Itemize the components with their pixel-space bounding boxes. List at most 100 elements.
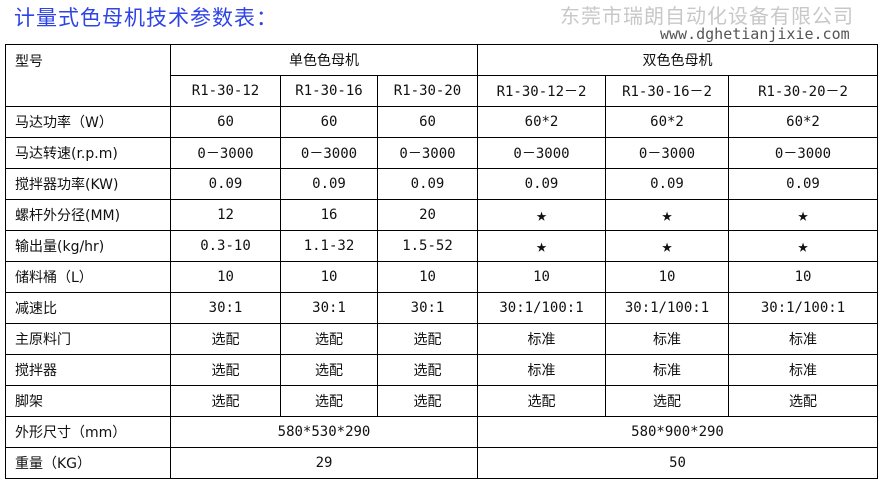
value-cell: 标准 [477,323,606,355]
value-cell: 10 [728,261,878,293]
value-cell: 30:1 [280,292,378,324]
value-cell: 0－3000 [377,137,478,169]
row-label: 外形尺寸（mm） [5,416,171,448]
value-cell: 0.09 [605,168,729,200]
value-cell: 0－3000 [477,137,606,169]
table-row: 马达功率（W） 60 60 60 60*2 60*2 60*2 [5,106,878,138]
value-cell: 10 [170,261,281,293]
model-cell: R1-30-20 [377,75,478,107]
group-single: 单色色母机 [170,44,478,76]
value-cell: 标准 [605,323,729,355]
value-cell: 0.09 [477,168,606,200]
value-cell: 30:1/100:1 [477,292,606,324]
value-cell: 选配 [170,323,281,355]
size-single: 580*530*290 [170,416,478,448]
row-label: 储料桶（L） [5,261,171,293]
weight-single: 29 [170,447,478,479]
model-cell: R1-30-12－2 [477,75,606,107]
value-cell: 选配 [280,323,378,355]
value-cell: 0－3000 [280,137,378,169]
value-cell: 30:1 [377,292,478,324]
row-label: 搅拌器 [5,354,171,386]
value-cell: 60 [170,106,281,138]
value-cell: 0.3-10 [170,230,281,262]
value-cell: 60 [377,106,478,138]
row-label: 螺杆外分径(MM) [5,199,171,231]
group-double: 双色色母机 [477,44,878,76]
value-cell: 60 [280,106,378,138]
value-cell: 10 [280,261,378,293]
table-row: 脚架 选配 选配 选配 选配 选配 选配 [5,385,878,417]
value-cell: 60*2 [605,106,729,138]
row-label: 脚架 [5,385,171,417]
model-cell: R1-30-12 [170,75,281,107]
weight-double: 50 [477,447,878,479]
spec-table: 型号 单色色母机 双色色母机 R1-30-12 R1-30-16 R1-30-20 R… [5,44,878,479]
row-label: 马达功率（W） [5,106,171,138]
value-cell: 选配 [170,385,281,417]
star-icon: ★ [605,230,729,262]
value-cell: 16 [280,199,378,231]
table-row: 主原料门 选配 选配 选配 标准 标准 标准 [5,323,878,355]
value-cell: 标准 [728,323,878,355]
value-cell: 0－3000 [605,137,729,169]
value-cell: 10 [477,261,606,293]
value-cell: 1.5-52 [377,230,478,262]
model-cell: R1-30-20－2 [728,75,878,107]
value-cell: 30:1/100:1 [605,292,729,324]
table-row: 输出量(kg/hr) 0.3-10 1.1-32 1.5-52 ★ ★ ★ [5,230,878,262]
value-cell: 0.09 [728,168,878,200]
value-cell: 30:1 [170,292,281,324]
size-double: 580*900*290 [477,416,878,448]
value-cell: 10 [605,261,729,293]
value-cell: 0.09 [280,168,378,200]
star-icon: ★ [477,230,606,262]
row-label: 马达转速(r.p.m) [5,137,171,169]
table-row: 螺杆外分径(MM) 12 16 20 ★ ★ ★ [5,199,878,231]
star-icon: ★ [605,199,729,231]
model-cell: R1-30-16－2 [605,75,729,107]
value-cell: 0－3000 [170,137,281,169]
value-cell: 选配 [605,385,729,417]
row-label: 重量（KG） [5,447,171,479]
watermark-company: 东莞市瑞朗自动化设备有限公司 [560,4,854,28]
value-cell: 1.1-32 [280,230,378,262]
star-icon: ★ [728,199,878,231]
watermark-url: www.dghetianjixie.com [660,25,850,43]
value-cell: 选配 [170,354,281,386]
value-cell: 选配 [477,385,606,417]
star-icon: ★ [477,199,606,231]
weight-row: 重量（KG） 29 50 [5,447,878,479]
table-row: 储料桶（L） 10 10 10 10 10 10 [5,261,878,293]
star-icon: ★ [728,230,878,262]
value-cell: 60*2 [728,106,878,138]
value-cell: 选配 [377,323,478,355]
value-cell: 选配 [280,354,378,386]
value-cell: 60*2 [477,106,606,138]
value-cell: 0－3000 [728,137,878,169]
row-label: 减速比 [5,292,171,324]
size-row: 外形尺寸（mm） 580*530*290 580*900*290 [5,416,878,448]
value-cell: 标准 [728,354,878,386]
value-cell: 选配 [377,354,478,386]
row-label: 输出量(kg/hr) [5,230,171,262]
table-row: 搅拌器功率(KW) 0.09 0.09 0.09 0.09 0.09 0.09 [5,168,878,200]
value-cell: 标准 [605,354,729,386]
table-row: 减速比 30:1 30:1 30:1 30:1/100:1 30:1/100:1 30:1/… [5,292,878,324]
value-cell: 选配 [728,385,878,417]
value-cell: 选配 [377,385,478,417]
value-cell: 10 [377,261,478,293]
row-label: 主原料门 [5,323,171,355]
header-row: 型号 单色色母机 双色色母机 [5,44,878,107]
value-cell: 0.09 [377,168,478,200]
row-label: 搅拌器功率(KW) [5,168,171,200]
table-row: 搅拌器 选配 选配 选配 标准 标准 标准 [5,354,878,386]
model-cell: R1-30-16 [280,75,378,107]
value-cell: 20 [377,199,478,231]
table-row: 马达转速(r.p.m) 0－3000 0－3000 0－3000 0－3000 0－300… [5,137,878,169]
model-row: R1-30-12 R1-30-16 R1-30-20 R1-30-12－2 R1-30-… [6,75,878,107]
value-cell: 选配 [280,385,378,417]
model-label: 型号 [5,44,171,107]
page-title: 计量式色母机技术参数表： [14,6,278,30]
value-cell: 30:1/100:1 [728,292,878,324]
